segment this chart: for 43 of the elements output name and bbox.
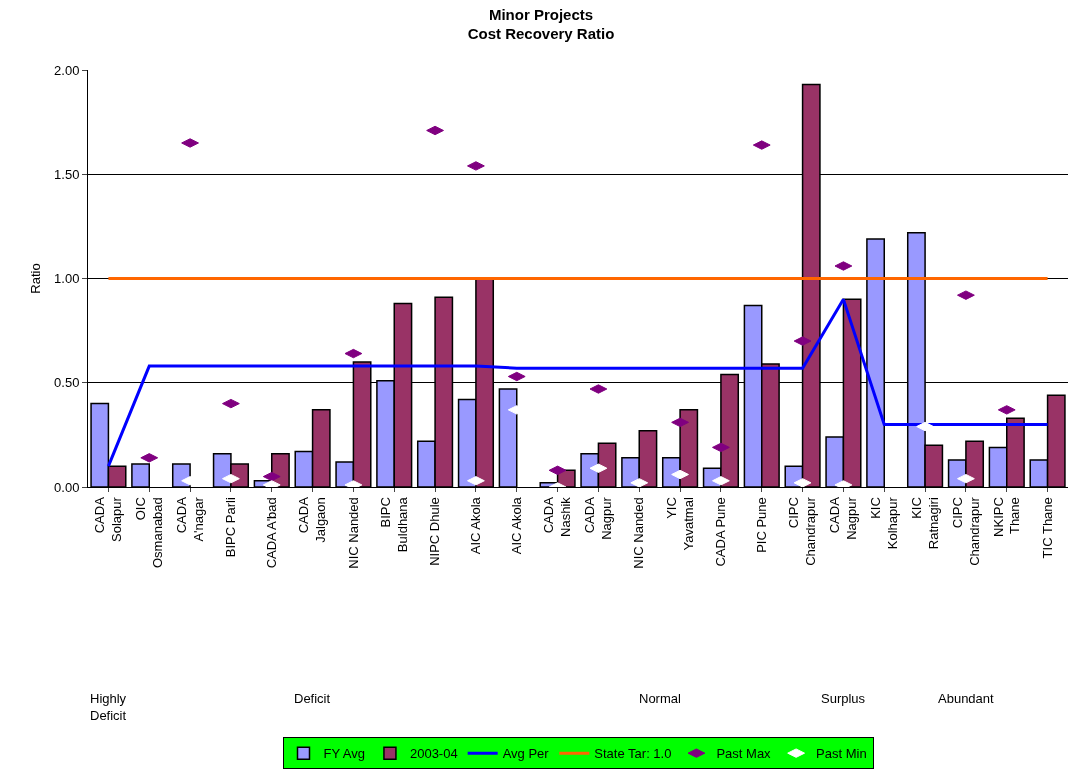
x-tick-label: CIPC Chandrapur <box>949 496 982 566</box>
x-tick-label: CADA Pune <box>713 497 729 567</box>
x-tick-label: KIC Ratnagiri <box>908 497 941 550</box>
legend-label: 2003-04 <box>409 746 458 762</box>
legend-label: FY Avg <box>323 746 365 762</box>
x-tick-label: YIC Yavatmal <box>663 497 696 551</box>
y-tick-label: 1.00 <box>54 271 80 287</box>
x-tick-label: CADA Solapur <box>92 496 125 543</box>
legend-label: Past Max <box>716 746 772 762</box>
y-tick-label: 0.00 <box>54 479 80 495</box>
x-tick-label: NIPC Dhule <box>427 497 443 566</box>
x-tick-label: PIC Pune <box>753 497 769 553</box>
y-tick-label: 1.50 <box>54 166 80 182</box>
x-tick-label: BIPC Parli <box>223 497 239 558</box>
text: Abundant <box>938 691 995 706</box>
x-tick-label: CADA Nagpur <box>582 496 615 540</box>
chart-title: Minor Projects Cost Recovery Ratio <box>467 5 615 43</box>
legend-label: Past Min <box>816 746 867 762</box>
text: Surplus <box>821 691 866 706</box>
text: Normal <box>639 691 682 706</box>
x-tick-label: NIC Nanded <box>345 497 361 569</box>
x-tick-label: NKIPC Thane <box>990 497 1023 537</box>
x-tick-label: BIPC Buldhana <box>378 496 410 553</box>
legend-label: State Tar: 1.0 <box>594 746 672 762</box>
x-tick-label: TIC Thane <box>1039 497 1055 559</box>
text: Highly Deficit <box>90 691 127 723</box>
y-tick-label: 0.50 <box>54 375 80 391</box>
x-tick-label: KIC Kolhapur <box>868 496 900 550</box>
x-tick-label: CADA A'nagar <box>173 496 206 542</box>
x-tick-label: CIPC Chandrapur <box>786 496 819 566</box>
x-tick-label: CADA Jalgaon <box>296 496 329 543</box>
legend-label: Avg Per <box>502 746 550 762</box>
y-tick-label: 2.00 <box>54 62 80 78</box>
y-axis-title: Ratio <box>28 263 44 294</box>
x-tick-label: AIC Akola <box>468 496 484 555</box>
text: Deficit <box>294 691 331 706</box>
x-tick-label: CADA Nashik <box>541 496 574 537</box>
x-tick-label: CADA Nagpur <box>827 496 860 540</box>
x-tick-label: OIC Osmanabad <box>133 497 165 569</box>
x-tick-label: CADA A'bad <box>263 497 279 569</box>
x-tick-label: AIC Akola <box>508 496 524 555</box>
x-tick-label: NIC Nanded <box>631 497 647 569</box>
line-series <box>106 297 1050 468</box>
